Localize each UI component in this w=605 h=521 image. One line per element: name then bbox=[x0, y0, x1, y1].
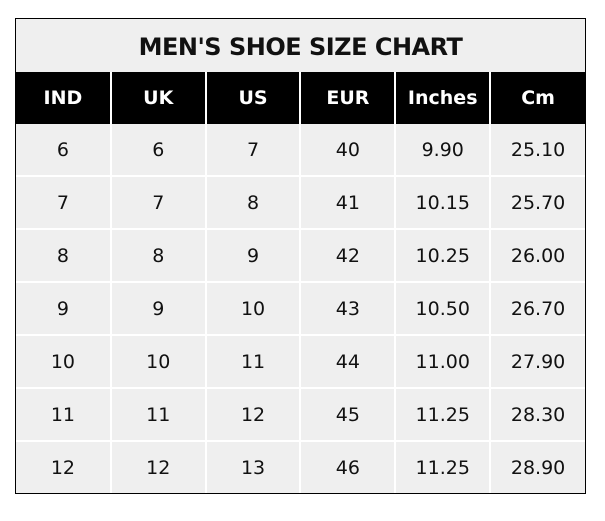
cell-inches: 10.25 bbox=[394, 228, 491, 282]
column-header-inches: Inches bbox=[394, 72, 491, 124]
cell-uk: 8 bbox=[109, 228, 206, 282]
table-row: 10 10 11 44 11.00 27.90 bbox=[16, 334, 585, 388]
cell-us: 13 bbox=[204, 440, 301, 493]
cell-cm: 26.00 bbox=[489, 228, 585, 282]
cell-eur: 46 bbox=[299, 440, 396, 493]
cell-eur: 44 bbox=[299, 334, 396, 388]
cell-us: 8 bbox=[204, 175, 301, 229]
cell-inches: 10.50 bbox=[394, 281, 491, 335]
table-row: 6 6 7 40 9.90 25.10 bbox=[16, 124, 585, 176]
column-header-us: US bbox=[204, 72, 301, 124]
cell-cm: 25.70 bbox=[489, 175, 585, 229]
column-header-uk: UK bbox=[109, 72, 206, 124]
cell-cm: 28.90 bbox=[489, 440, 585, 493]
chart-title: MEN'S SHOE SIZE CHART bbox=[138, 33, 463, 61]
cell-eur: 45 bbox=[299, 387, 396, 441]
size-table: IND UK US EUR Inches Cm 6 6 7 40 9.90 25.10 7 7 8 41 10… bbox=[16, 72, 585, 493]
cell-inches: 10.15 bbox=[394, 175, 491, 229]
cell-ind: 7 bbox=[16, 175, 111, 229]
cell-ind: 6 bbox=[56, 138, 69, 161]
cell-uk: 7 bbox=[109, 175, 206, 229]
table-row: 9 9 10 43 10.50 26.70 bbox=[16, 281, 585, 335]
cell-cm: 27.90 bbox=[489, 334, 585, 388]
cell-us: 9 bbox=[204, 228, 301, 282]
cell-uk: 6 bbox=[109, 124, 206, 176]
cell-inches: 9.90 bbox=[394, 124, 491, 176]
cell-us: 7 bbox=[204, 124, 301, 176]
cell-ind: 9 bbox=[16, 281, 111, 335]
cell-cm: 26.70 bbox=[489, 281, 585, 335]
cell-uk: 10 bbox=[109, 334, 206, 388]
cell-uk: 12 bbox=[109, 440, 206, 493]
cell-inches: 11.25 bbox=[394, 387, 491, 441]
cell-eur: 43 bbox=[299, 281, 396, 335]
cell-ind: 12 bbox=[16, 440, 111, 493]
header-row: IND UK US EUR Inches Cm bbox=[16, 72, 585, 124]
cell-uk: 9 bbox=[109, 281, 206, 335]
column-header-cm: Cm bbox=[489, 72, 585, 124]
table-row: 12 12 13 46 11.25 28.90 bbox=[16, 440, 585, 493]
cell-ind: 11 bbox=[16, 387, 111, 441]
cell-inches: 11.00 bbox=[394, 334, 491, 388]
cell-inches: 11.25 bbox=[394, 440, 491, 493]
column-header-eur: EUR bbox=[299, 72, 396, 124]
cell-eur: 41 bbox=[299, 175, 396, 229]
cell-eur: 42 bbox=[299, 228, 396, 282]
cell-uk: 11 bbox=[109, 387, 206, 441]
table-row: 11 11 12 45 11.25 28.30 bbox=[16, 387, 585, 441]
table-row: 7 7 8 41 10.15 25.70 bbox=[16, 175, 585, 229]
cell-us: 12 bbox=[204, 387, 301, 441]
cell-cm: 28.30 bbox=[489, 387, 585, 441]
cell-eur: 40 bbox=[299, 124, 396, 176]
table-row: 8 8 9 42 10.25 26.00 bbox=[16, 228, 585, 282]
cell-ind: 10 bbox=[16, 334, 111, 388]
cell-us: 11 bbox=[204, 334, 301, 388]
column-header-ind: IND bbox=[16, 72, 111, 124]
size-chart-table: MEN'S SHOE SIZE CHART IND UK US EUR Inches Cm… bbox=[15, 18, 586, 494]
cell-cm: 25.10 bbox=[489, 124, 585, 176]
cell-us: 10 bbox=[204, 281, 301, 335]
cell-ind: 8 bbox=[16, 228, 111, 282]
